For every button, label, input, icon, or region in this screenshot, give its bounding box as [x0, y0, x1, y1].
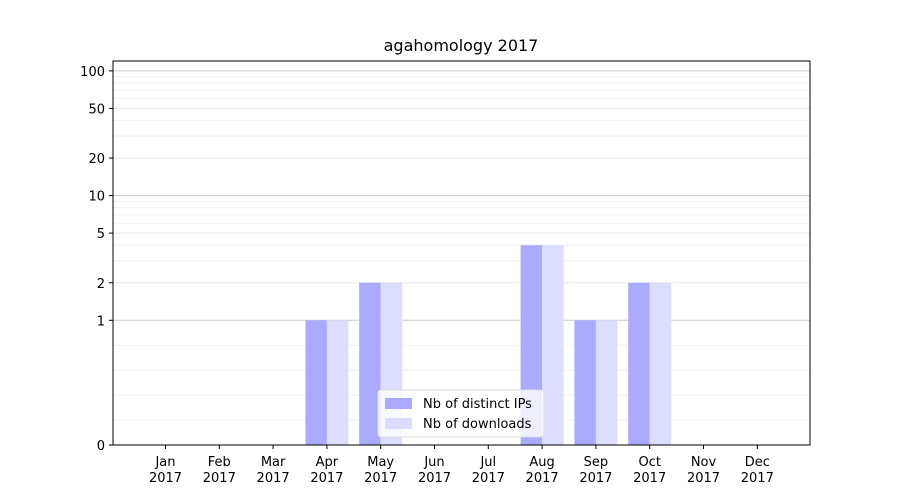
bar-distinct-ips-4 — [359, 282, 381, 445]
x-tick-label: Sep 2017 — [579, 455, 612, 486]
legend-box — [377, 389, 545, 438]
bar-distinct-ips-9 — [628, 282, 650, 445]
x-tick-label: May 2017 — [364, 455, 397, 486]
x-tick-label: Oct 2017 — [633, 455, 666, 486]
chart-title: agahomology 2017 — [384, 36, 539, 55]
bar-downloads-7 — [542, 245, 564, 445]
y-tick-label: 1 — [97, 314, 105, 329]
x-tick-label: Apr 2017 — [310, 455, 343, 486]
bar-downloads-8 — [595, 320, 618, 445]
y-tick-label: 0 — [97, 439, 105, 454]
x-tick-label: Feb 2017 — [203, 455, 236, 486]
bar-downloads-3 — [326, 320, 349, 445]
bars — [305, 245, 672, 445]
bar-distinct-ips-3 — [305, 320, 327, 445]
y-tick-label: 20 — [88, 152, 105, 167]
y-tick-label: 50 — [88, 102, 105, 117]
x-tick-label: Jun 2017 — [418, 455, 451, 486]
y-tick-label: 10 — [88, 190, 105, 205]
plot-frame — [112, 60, 811, 446]
legend-label: Nb of downloads — [423, 417, 532, 432]
grid-lines — [113, 70, 810, 446]
y-tick-label: 2 — [97, 277, 105, 292]
legend-label: Nb of distinct IPs — [423, 397, 532, 412]
legend: Nb of distinct IPs Nb of downloads — [377, 389, 545, 438]
y-tick-label: 100 — [80, 65, 105, 80]
x-tick-label: Nov 2017 — [687, 455, 720, 486]
y-axis: 0 1 2 5 10 20 50 100 — [80, 65, 113, 454]
bar-distinct-ips-8 — [574, 320, 596, 445]
x-tick-label: Mar 2017 — [257, 455, 290, 486]
x-tick-label: Dec 2017 — [741, 455, 774, 486]
x-tick-label: Jan 2017 — [149, 455, 182, 486]
legend-swatch — [385, 418, 412, 429]
bar-downloads-9 — [649, 282, 672, 445]
y-tick-label: 5 — [97, 227, 105, 242]
x-tick-label: Jul 2017 — [472, 455, 505, 486]
x-tick-label: Aug 2017 — [526, 455, 559, 486]
x-axis: Jan 2017 Feb 2017 Mar 2017 Apr 2017 May 2017 Jun 20… — [149, 445, 774, 486]
legend-swatch — [385, 398, 412, 409]
